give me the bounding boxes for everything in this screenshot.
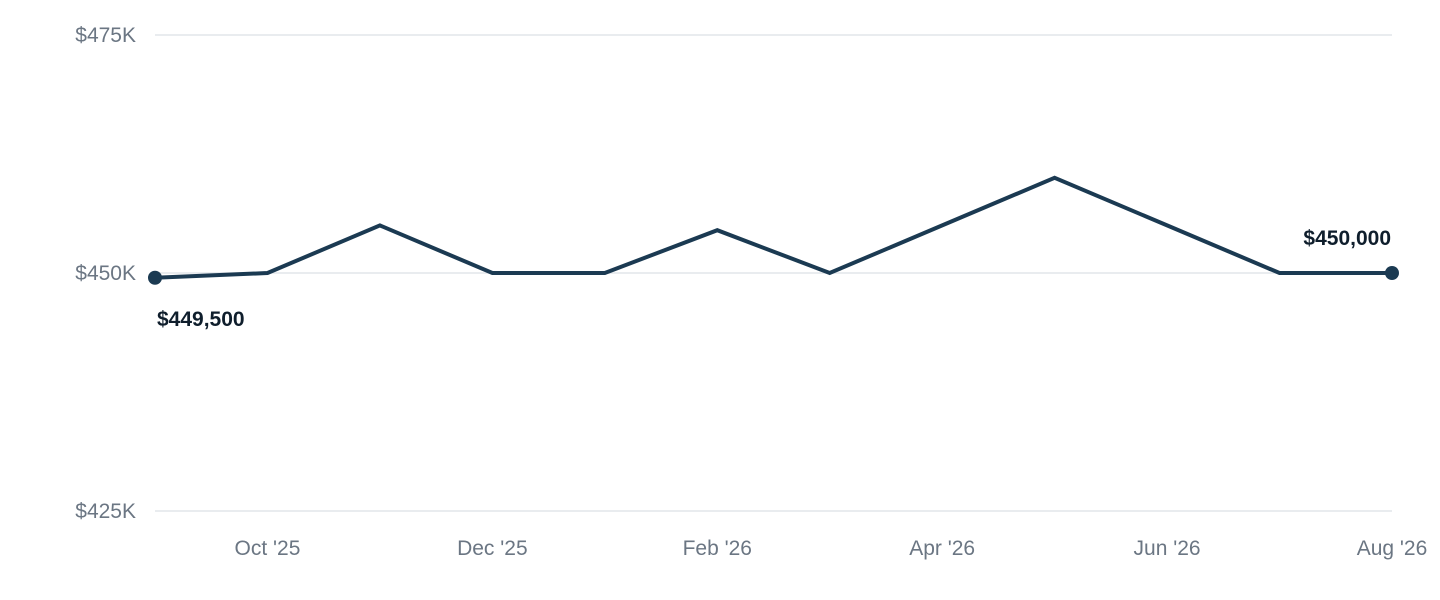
x-tick-label: Aug '26 [1357,537,1428,560]
x-tick-label: Dec '25 [457,537,528,560]
x-tick-label: Oct '25 [235,537,301,560]
x-tick-label: Apr '26 [909,537,975,560]
end-point-marker [1385,266,1399,280]
y-tick-label: $450K [75,262,136,285]
gridlines [155,34,1392,512]
end-value-label: $450,000 [1303,227,1391,250]
y-tick-label: $425K [75,500,136,523]
y-axis-ticks: $425K $450K $475K [75,24,136,523]
series-line [154,175,1392,280]
start-point-marker [148,270,162,285]
y-tick-label: $475K [75,24,136,47]
x-tick-label: Jun '26 [1134,537,1201,560]
start-value-label: $449,500 [157,308,245,331]
data-labels: $449,500 $450,000 [157,227,1391,331]
series [148,175,1399,285]
x-axis-ticks: Oct '25 Dec '25 Feb '26 Apr '26 Jun '26 Aug '… [235,537,1428,560]
x-tick-label: Feb '26 [683,537,752,560]
